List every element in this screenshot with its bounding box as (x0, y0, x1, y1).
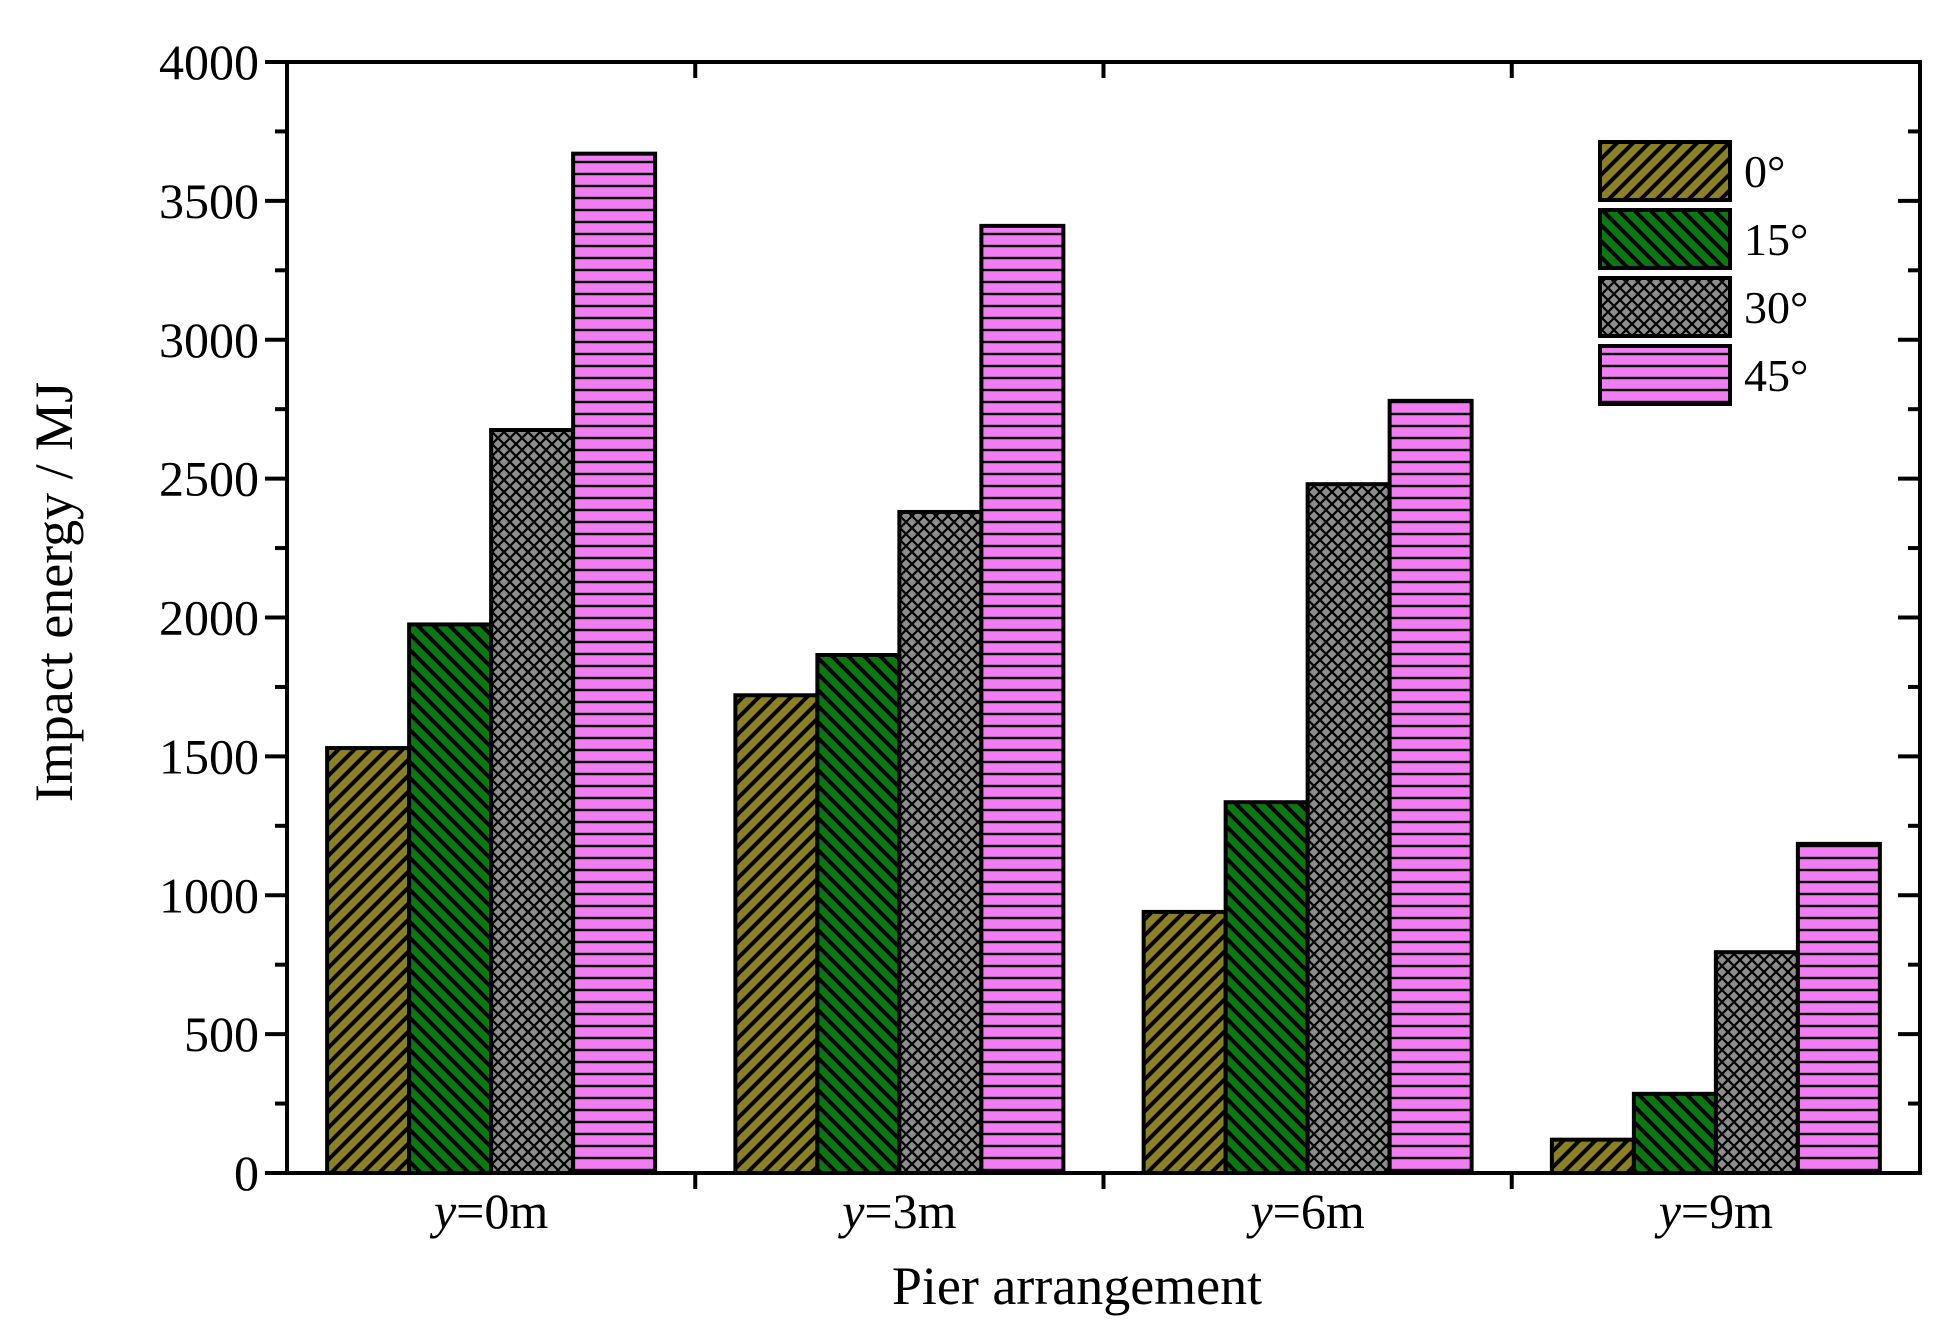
bars-layer (325, 151, 1882, 1176)
bar-y-9m-0deg (1549, 1137, 1636, 1176)
bar-y-6m-30deg (1305, 482, 1392, 1175)
legend: 0° 15° 30° 45° (1598, 140, 1808, 406)
legend-swatch-0deg (1598, 140, 1732, 202)
y-tick-label: 0 (234, 1145, 259, 1201)
legend-swatch-30deg (1598, 276, 1732, 338)
legend-swatch-45deg (1598, 344, 1732, 406)
y-tick-label: 3500 (159, 173, 259, 229)
x-tick-label: y=3m (837, 1183, 956, 1239)
bar-y-3m-30deg (897, 509, 984, 1175)
bar-y-0m-30deg (489, 428, 576, 1175)
legend-label: 45° (1744, 350, 1808, 401)
bar-y-3m-0deg (733, 693, 820, 1176)
y-tick-label: 2500 (159, 451, 259, 507)
bar-y-9m-15deg (1631, 1091, 1718, 1176)
bar-y-0m-15deg (407, 622, 494, 1175)
x-tick-label: y=0m (429, 1183, 548, 1239)
plot-frame (285, 60, 1922, 1175)
y-tick-label: 4000 (159, 34, 259, 90)
y-tick-label: 2000 (159, 590, 259, 646)
legend-label: 0° (1744, 146, 1785, 197)
y-tick-label: 3000 (159, 312, 259, 368)
legend-label: 30° (1744, 282, 1808, 333)
y-tick-label: 1500 (159, 728, 259, 784)
bar-y-0m-0deg (325, 746, 412, 1175)
x-tick-label: y=9m (1654, 1183, 1773, 1239)
bar-y-3m-15deg (815, 652, 902, 1175)
x-axis-title: Pier arrangement (892, 1256, 1262, 1316)
x-tick-label: y=6m (1245, 1183, 1364, 1239)
labels-layer: 0 500 1000 1500 2000 2500 3000 3500 4000 y=0m y=3m… (159, 34, 1773, 1239)
y-axis-title: Impact energy / MJ (24, 382, 84, 802)
bar-y-6m-45deg (1387, 398, 1474, 1176)
bar-y-6m-15deg (1223, 800, 1310, 1175)
bar-y-6m-0deg (1141, 909, 1228, 1175)
bar-y-9m-30deg (1713, 950, 1800, 1175)
bar-y-0m-45deg (571, 151, 658, 1176)
bar-y-9m-45deg (1795, 841, 1882, 1176)
bar-y-3m-45deg (979, 223, 1066, 1175)
y-tick-label: 1000 (159, 867, 259, 923)
legend-swatch-15deg (1598, 208, 1732, 270)
legend-label: 15° (1744, 214, 1808, 265)
y-tick-label: 500 (184, 1006, 259, 1062)
